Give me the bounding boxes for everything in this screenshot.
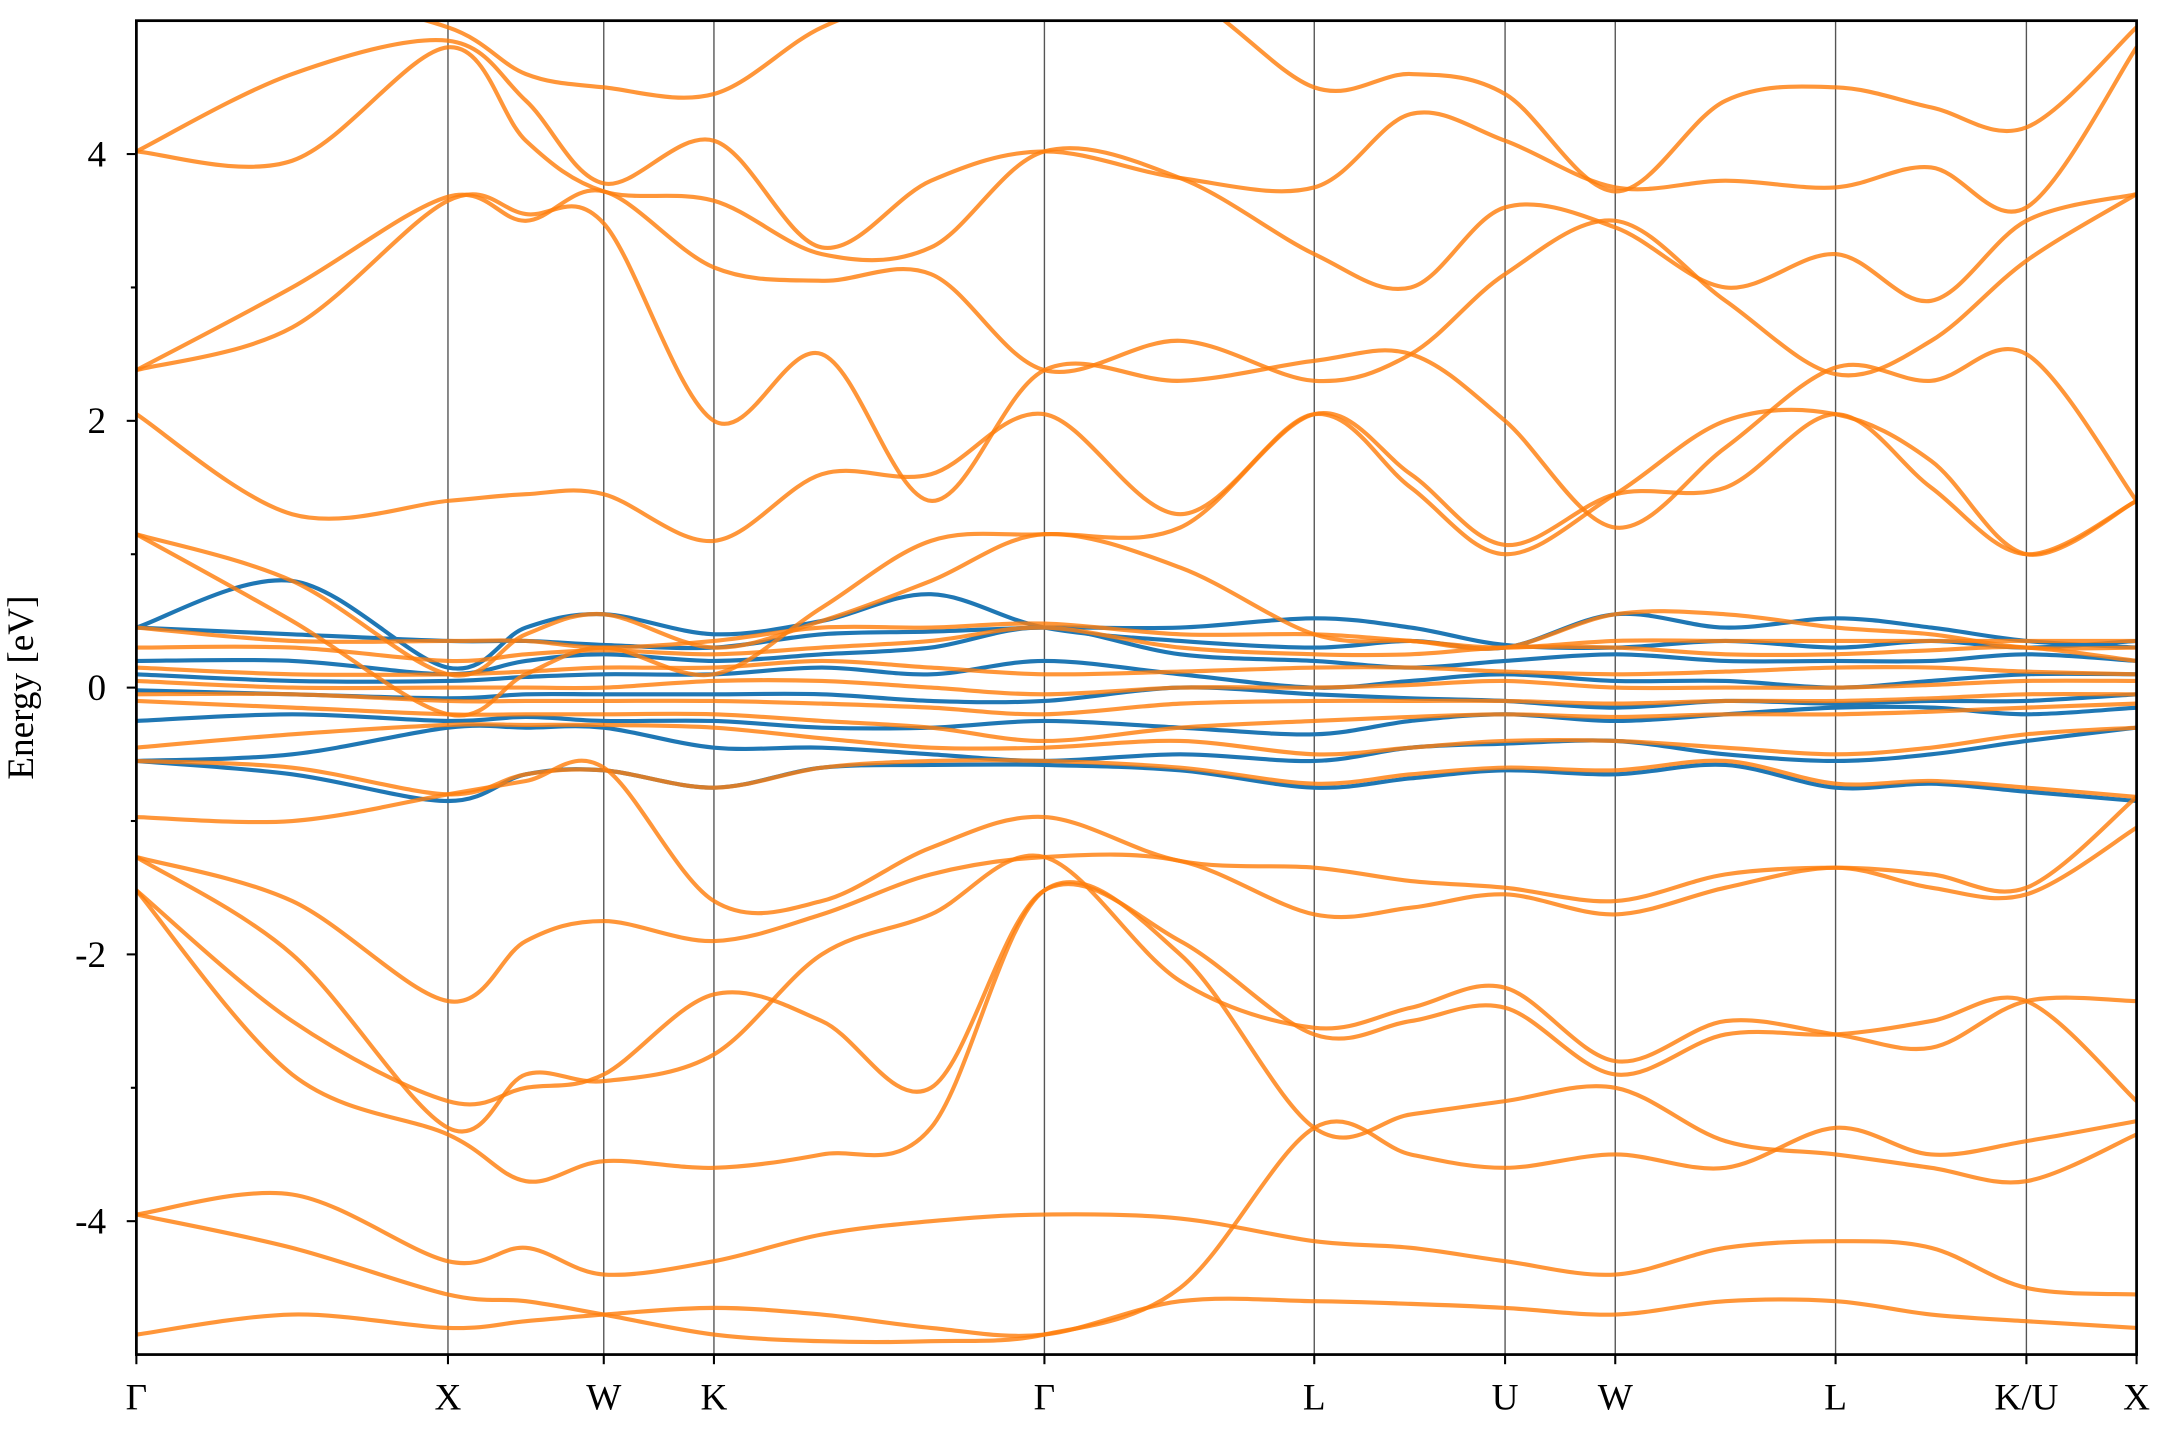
band-line: [136, 698, 2137, 744]
band-layer: [136, 20, 2137, 1345]
band-line: [136, 578, 2137, 671]
band-line: [136, 625, 2137, 664]
band-line: [136, 188, 2137, 384]
x-tick-label: U: [1492, 1378, 1519, 1419]
x-tick-label: X: [2123, 1378, 2150, 1419]
band-line: [136, 625, 2137, 677]
y-tick-label: -2: [75, 935, 106, 976]
band-line: [136, 758, 2137, 800]
y-tick-label: 4: [87, 134, 106, 175]
x-tick-label: Γ: [126, 1378, 147, 1419]
y-tick-label: -4: [75, 1202, 106, 1243]
band-line: [419, 20, 2137, 194]
band-line: [136, 678, 2137, 697]
band-line: [136, 1119, 2137, 1345]
band-line: [136, 407, 2137, 557]
band-line: [136, 881, 2137, 1107]
x-tick-label: K: [701, 1378, 728, 1419]
band-line: [136, 1190, 2137, 1297]
x-tick-label: Γ: [1034, 1378, 1055, 1419]
axis-layer: Γ X W K Γ L U W L K/U X -4 -2 0 2 4: [75, 134, 2150, 1418]
x-tick-label: W: [586, 1378, 622, 1419]
x-tick-label: X: [435, 1378, 462, 1419]
x-tick-label: L: [1824, 1378, 1847, 1419]
y-tick-label: 2: [87, 401, 106, 442]
x-tick-label: L: [1303, 1378, 1326, 1419]
band-line: [136, 532, 2137, 678]
band-line: [136, 758, 2137, 916]
y-axis-label: Energy [eV]: [1, 596, 42, 780]
band-line: [136, 658, 2137, 677]
band-line: [136, 1296, 2137, 1338]
band-line: [136, 722, 2137, 757]
x-tick-label: W: [1598, 1378, 1634, 1419]
band-line: [136, 45, 2137, 304]
band-line: [136, 192, 2137, 530]
band-line: [136, 37, 2137, 250]
y-tick-label: 0: [87, 668, 106, 709]
band-line: [136, 691, 2137, 717]
band-line: [136, 853, 2137, 1134]
band-line: [136, 723, 2137, 764]
x-tick-label: K/U: [1994, 1378, 2058, 1419]
